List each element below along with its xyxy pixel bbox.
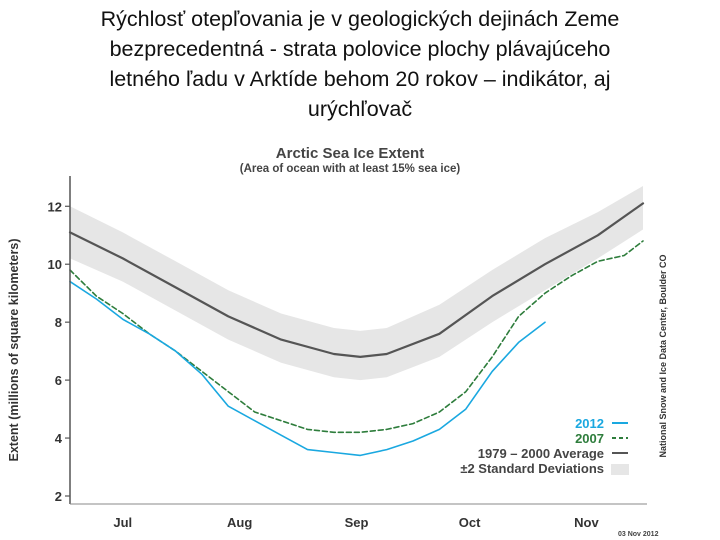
x-tick-label: Sep bbox=[345, 515, 369, 530]
y-tick-label: 8 bbox=[55, 315, 62, 330]
y-tick-label: 10 bbox=[48, 257, 62, 272]
x-tick-label: Jul bbox=[113, 515, 132, 530]
chart-title: Arctic Sea Ice Extent bbox=[276, 145, 424, 162]
tick-label-layer: 2 4 6 8 10 12 Jul Aug Sep Oct Nov bbox=[48, 199, 600, 530]
series-average-line bbox=[68, 202, 645, 358]
axis-layer bbox=[65, 176, 647, 505]
slide-title-line-2: bezprecedentná - strata polovice plochy … bbox=[109, 37, 611, 61]
x-tick-label: Aug bbox=[227, 515, 252, 530]
date-stamp: 03 Nov 2012 bbox=[618, 531, 659, 538]
chart-subtitle: (Area of ocean with at least 15% sea ice… bbox=[240, 163, 461, 175]
y-tick-label: 6 bbox=[55, 373, 62, 388]
legend-label-average: 1979 – 2000 Average bbox=[478, 446, 604, 461]
std-dev-band bbox=[70, 186, 643, 381]
y-tick-label: 12 bbox=[48, 199, 62, 214]
x-tick-label: Nov bbox=[574, 515, 599, 530]
sea-ice-chart: Arctic Sea Ice Extent (Area of ocean wit… bbox=[0, 138, 720, 540]
legend-label-2007: 2007 bbox=[575, 431, 604, 446]
legend: 2012 2007 1979 – 2000 Average ±2 Standar… bbox=[460, 416, 629, 476]
x-tick-label: Oct bbox=[459, 515, 481, 530]
series-layer bbox=[68, 202, 645, 457]
legend-swatch-std-dev bbox=[611, 464, 629, 475]
credit-text: National Snow and Ice Data Center, Bould… bbox=[658, 254, 668, 457]
slide-title: Rýchlosť otepľovania je v geologických d… bbox=[10, 4, 710, 124]
y-axis-label: Extent (millions of square kilometers) bbox=[7, 239, 21, 462]
legend-label-std-dev: ±2 Standard Deviations bbox=[460, 461, 604, 476]
y-tick-label: 2 bbox=[55, 489, 62, 504]
legend-label-2012: 2012 bbox=[575, 416, 604, 431]
slide-title-line-3: letného ľadu v Arktíde behom 20 rokov – … bbox=[109, 67, 611, 91]
std-dev-band-layer bbox=[70, 186, 643, 381]
series-2012-line bbox=[69, 280, 546, 457]
slide-title-line-1: Rýchlosť otepľovania je v geologických d… bbox=[100, 7, 620, 31]
y-tick-label: 4 bbox=[55, 431, 63, 446]
slide-title-line-4: urýchľovač bbox=[307, 97, 413, 121]
